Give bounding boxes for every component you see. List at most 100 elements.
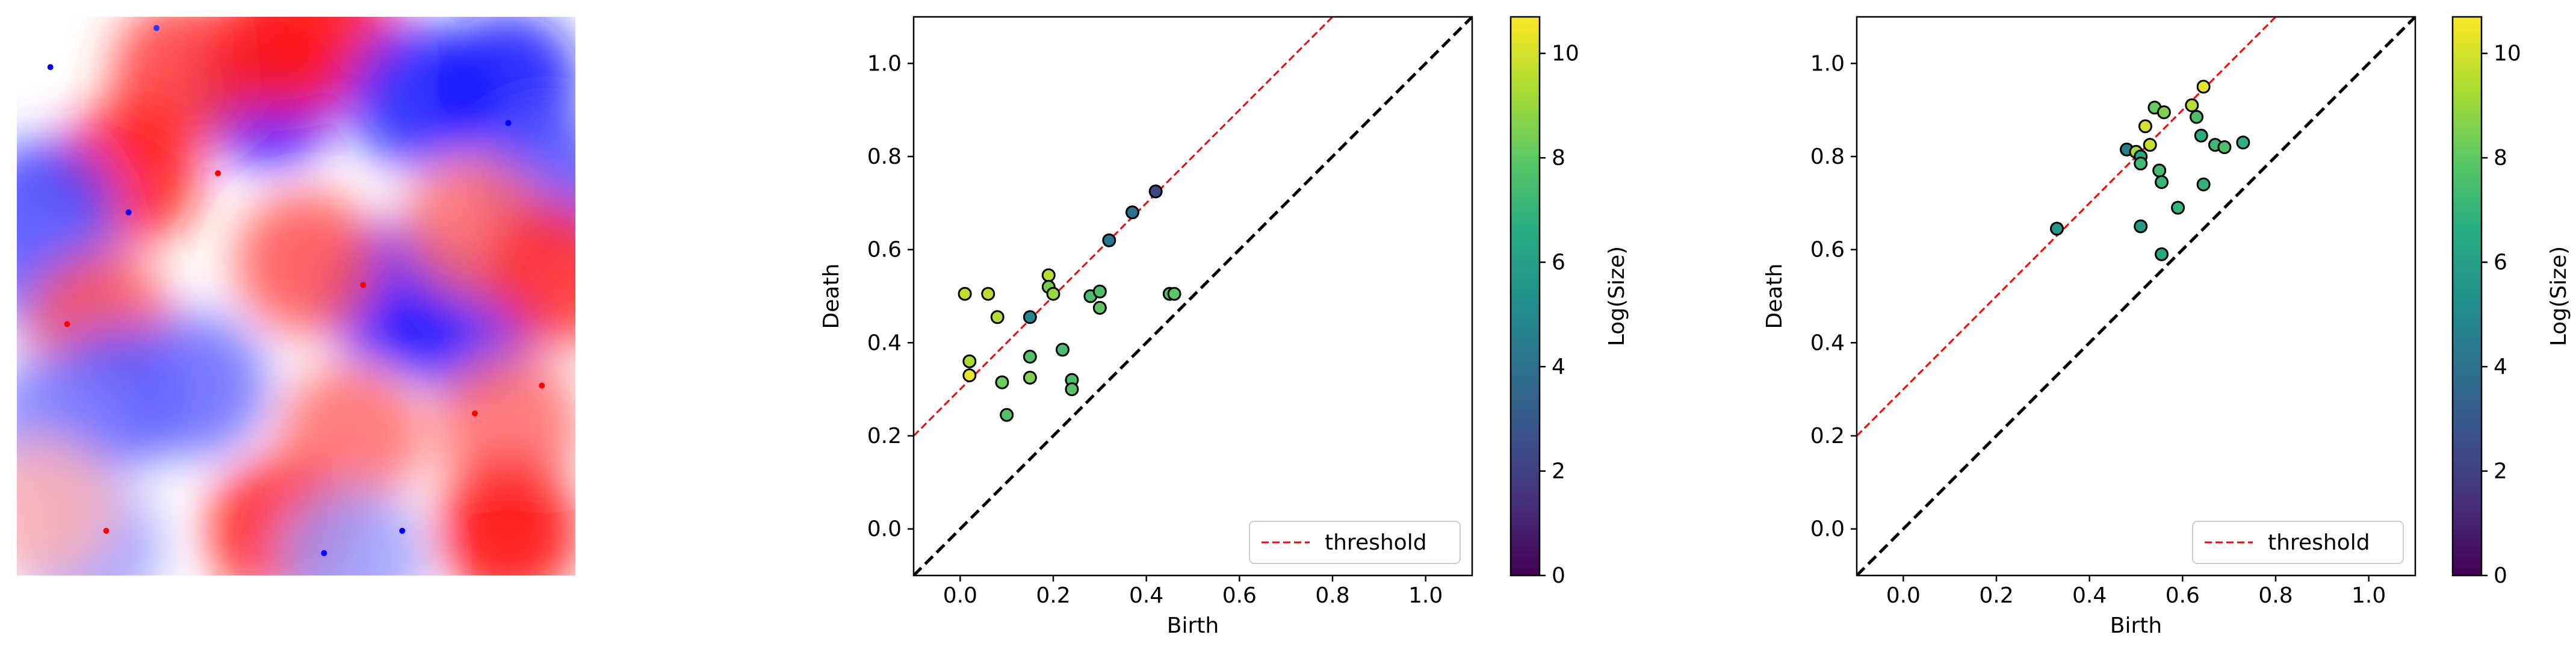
heatmap-speckles xyxy=(47,25,545,556)
scatter-point-10 xyxy=(1041,268,1056,282)
heatmap-blob-12 xyxy=(235,190,380,335)
heatmap-speckle-9 xyxy=(125,209,132,216)
colorbar-label: Log(Size) xyxy=(1605,246,1629,346)
scatter-point-7 xyxy=(1023,310,1037,324)
scatter-point-7 xyxy=(2143,138,2157,152)
scatter-point-20 xyxy=(2217,140,2232,155)
scatter-point-0 xyxy=(2050,222,2064,236)
heatmap-speckle-4 xyxy=(505,120,512,126)
scatter-point-13 xyxy=(1055,343,1070,357)
scatter-point-8 xyxy=(1023,350,1037,364)
y-tick-label: 0.8 xyxy=(1810,144,1845,169)
scatter-point-9 xyxy=(2152,163,2167,178)
scatter-point-19 xyxy=(1102,233,1116,247)
scatter-point-0 xyxy=(958,287,972,301)
scatter-point-4 xyxy=(962,368,977,382)
axes-frame xyxy=(1856,16,2417,577)
heatmap-blob-23 xyxy=(279,486,424,575)
x-tick-label: 1.0 xyxy=(2352,583,2386,608)
colorbar-gradient xyxy=(2451,16,2483,577)
persistence-diagram-left: 0.0 0.2 0.4 0.6 0.8 1.0 0.0 0.2 0.4 0.6 0.8 1.0 Birt… xyxy=(819,16,1629,638)
x-tick-label: 0.4 xyxy=(2072,583,2107,608)
x-tick-label: 0.8 xyxy=(1315,583,1349,608)
heatmap-speckle-10 xyxy=(360,282,367,288)
colorbar-tick-label: 4 xyxy=(2494,355,2507,379)
x-axis-label: Birth xyxy=(2110,613,2162,638)
heatmap-speckle-8 xyxy=(539,382,545,389)
heatmap-speckle-5 xyxy=(471,410,478,417)
colorbar-tick-label: 8 xyxy=(2494,146,2507,170)
scatter-point-11 xyxy=(2156,105,2171,120)
heatmap-speckle-0 xyxy=(47,64,54,70)
legend-box xyxy=(1249,521,1461,564)
scatter-point-6 xyxy=(2138,119,2152,134)
x-tick-label: 0.6 xyxy=(2166,583,2200,608)
y-tick-label: 0.0 xyxy=(867,517,902,542)
scatter-point-14 xyxy=(2185,98,2199,113)
y-tick-label: 0.2 xyxy=(1810,424,1845,448)
scatter-point-1 xyxy=(981,287,995,301)
heatmap-blob-20 xyxy=(436,352,575,497)
y-tick-label: 0.4 xyxy=(1810,330,1845,355)
scatter-point-12 xyxy=(2155,247,2169,261)
y-tick-label: 0.6 xyxy=(1810,238,1845,262)
x-tick-label: 0.2 xyxy=(1036,583,1070,608)
y-tick-label: 1.0 xyxy=(867,51,902,76)
scatter-point-18 xyxy=(2196,177,2211,191)
x-tick-label: 0.6 xyxy=(1222,583,1257,608)
heatmap-blob-25 xyxy=(17,436,117,575)
scatter-point-21 xyxy=(1148,184,1163,199)
y-tick-label: 1.0 xyxy=(1810,51,1845,76)
heatmap-speckle-3 xyxy=(64,321,70,327)
scatter-point-18 xyxy=(1092,300,1107,315)
legend-entry: threshold xyxy=(2268,530,2370,555)
colorbar-tick-label: 10 xyxy=(1552,42,1579,66)
colorbar-tick-label: 2 xyxy=(2494,459,2507,484)
scatter-point-21 xyxy=(2236,135,2250,150)
diagonal-line xyxy=(1857,17,2415,575)
heatmap-speckle-7 xyxy=(399,527,406,534)
y-tick-label: 0.8 xyxy=(867,144,902,169)
colorbar-tick-label: 2 xyxy=(1552,459,1565,484)
legend-box xyxy=(2192,521,2404,564)
diagonal-line xyxy=(914,17,1472,575)
y-tick-label: 0.6 xyxy=(867,238,902,262)
x-tick-label: 0.0 xyxy=(943,583,977,608)
axes-frame xyxy=(912,16,1473,577)
heatmap-speckle-1 xyxy=(153,25,159,31)
scatter-point-10 xyxy=(2155,175,2169,190)
scatter-point-5 xyxy=(2134,219,2148,234)
x-tick-label: 0.4 xyxy=(1129,583,1163,608)
colorbar: 0 2 4 6 8 10 Log(Size) xyxy=(1509,16,1629,588)
legend-entry: threshold xyxy=(1325,530,1427,555)
x-tick-label: 0.2 xyxy=(1979,583,2013,608)
colorbar-label: Log(Size) xyxy=(2547,246,2571,346)
x-tick-label: 1.0 xyxy=(1408,583,1443,608)
scatter-point-15 xyxy=(2190,110,2204,124)
scatter-point-15 xyxy=(1065,382,1079,397)
heatmap-blob-22 xyxy=(436,458,575,575)
heatmap-blobs xyxy=(17,17,575,575)
persistence-diagram-right: 0.0 0.2 0.4 0.6 0.8 1.0 0.0 0.2 0.4 0.6 0.8 1.0 Birt… xyxy=(1762,16,2571,638)
scatter-point-6 xyxy=(1000,408,1014,422)
scatter-point-3 xyxy=(962,354,977,368)
heatmap-blob-14 xyxy=(486,201,575,346)
scatter-point-17 xyxy=(1092,284,1107,299)
scatter-point-4 xyxy=(2134,157,2148,171)
heatmap-speckle-6 xyxy=(321,550,327,556)
colorbar-tick-label: 0 xyxy=(2494,563,2507,588)
colorbar-gradient xyxy=(1509,16,1541,577)
scatter-point-16 xyxy=(2196,79,2211,94)
colorbar: 0 2 4 6 8 10 Log(Size) xyxy=(2451,16,2571,588)
x-tick-label: 0.0 xyxy=(1886,583,1921,608)
x-tick-label: 0.8 xyxy=(2258,583,2293,608)
threshold-line xyxy=(914,17,1334,437)
heatmap-speckle-11 xyxy=(103,527,110,534)
plot-lines xyxy=(914,17,1472,575)
y-axis-label: Death xyxy=(1762,264,1787,329)
scatter-point-17 xyxy=(2194,128,2208,143)
y-axis-label: Death xyxy=(819,264,844,329)
heatmap-speckle-2 xyxy=(215,170,221,176)
colorbar-tick-label: 4 xyxy=(1552,355,1565,379)
